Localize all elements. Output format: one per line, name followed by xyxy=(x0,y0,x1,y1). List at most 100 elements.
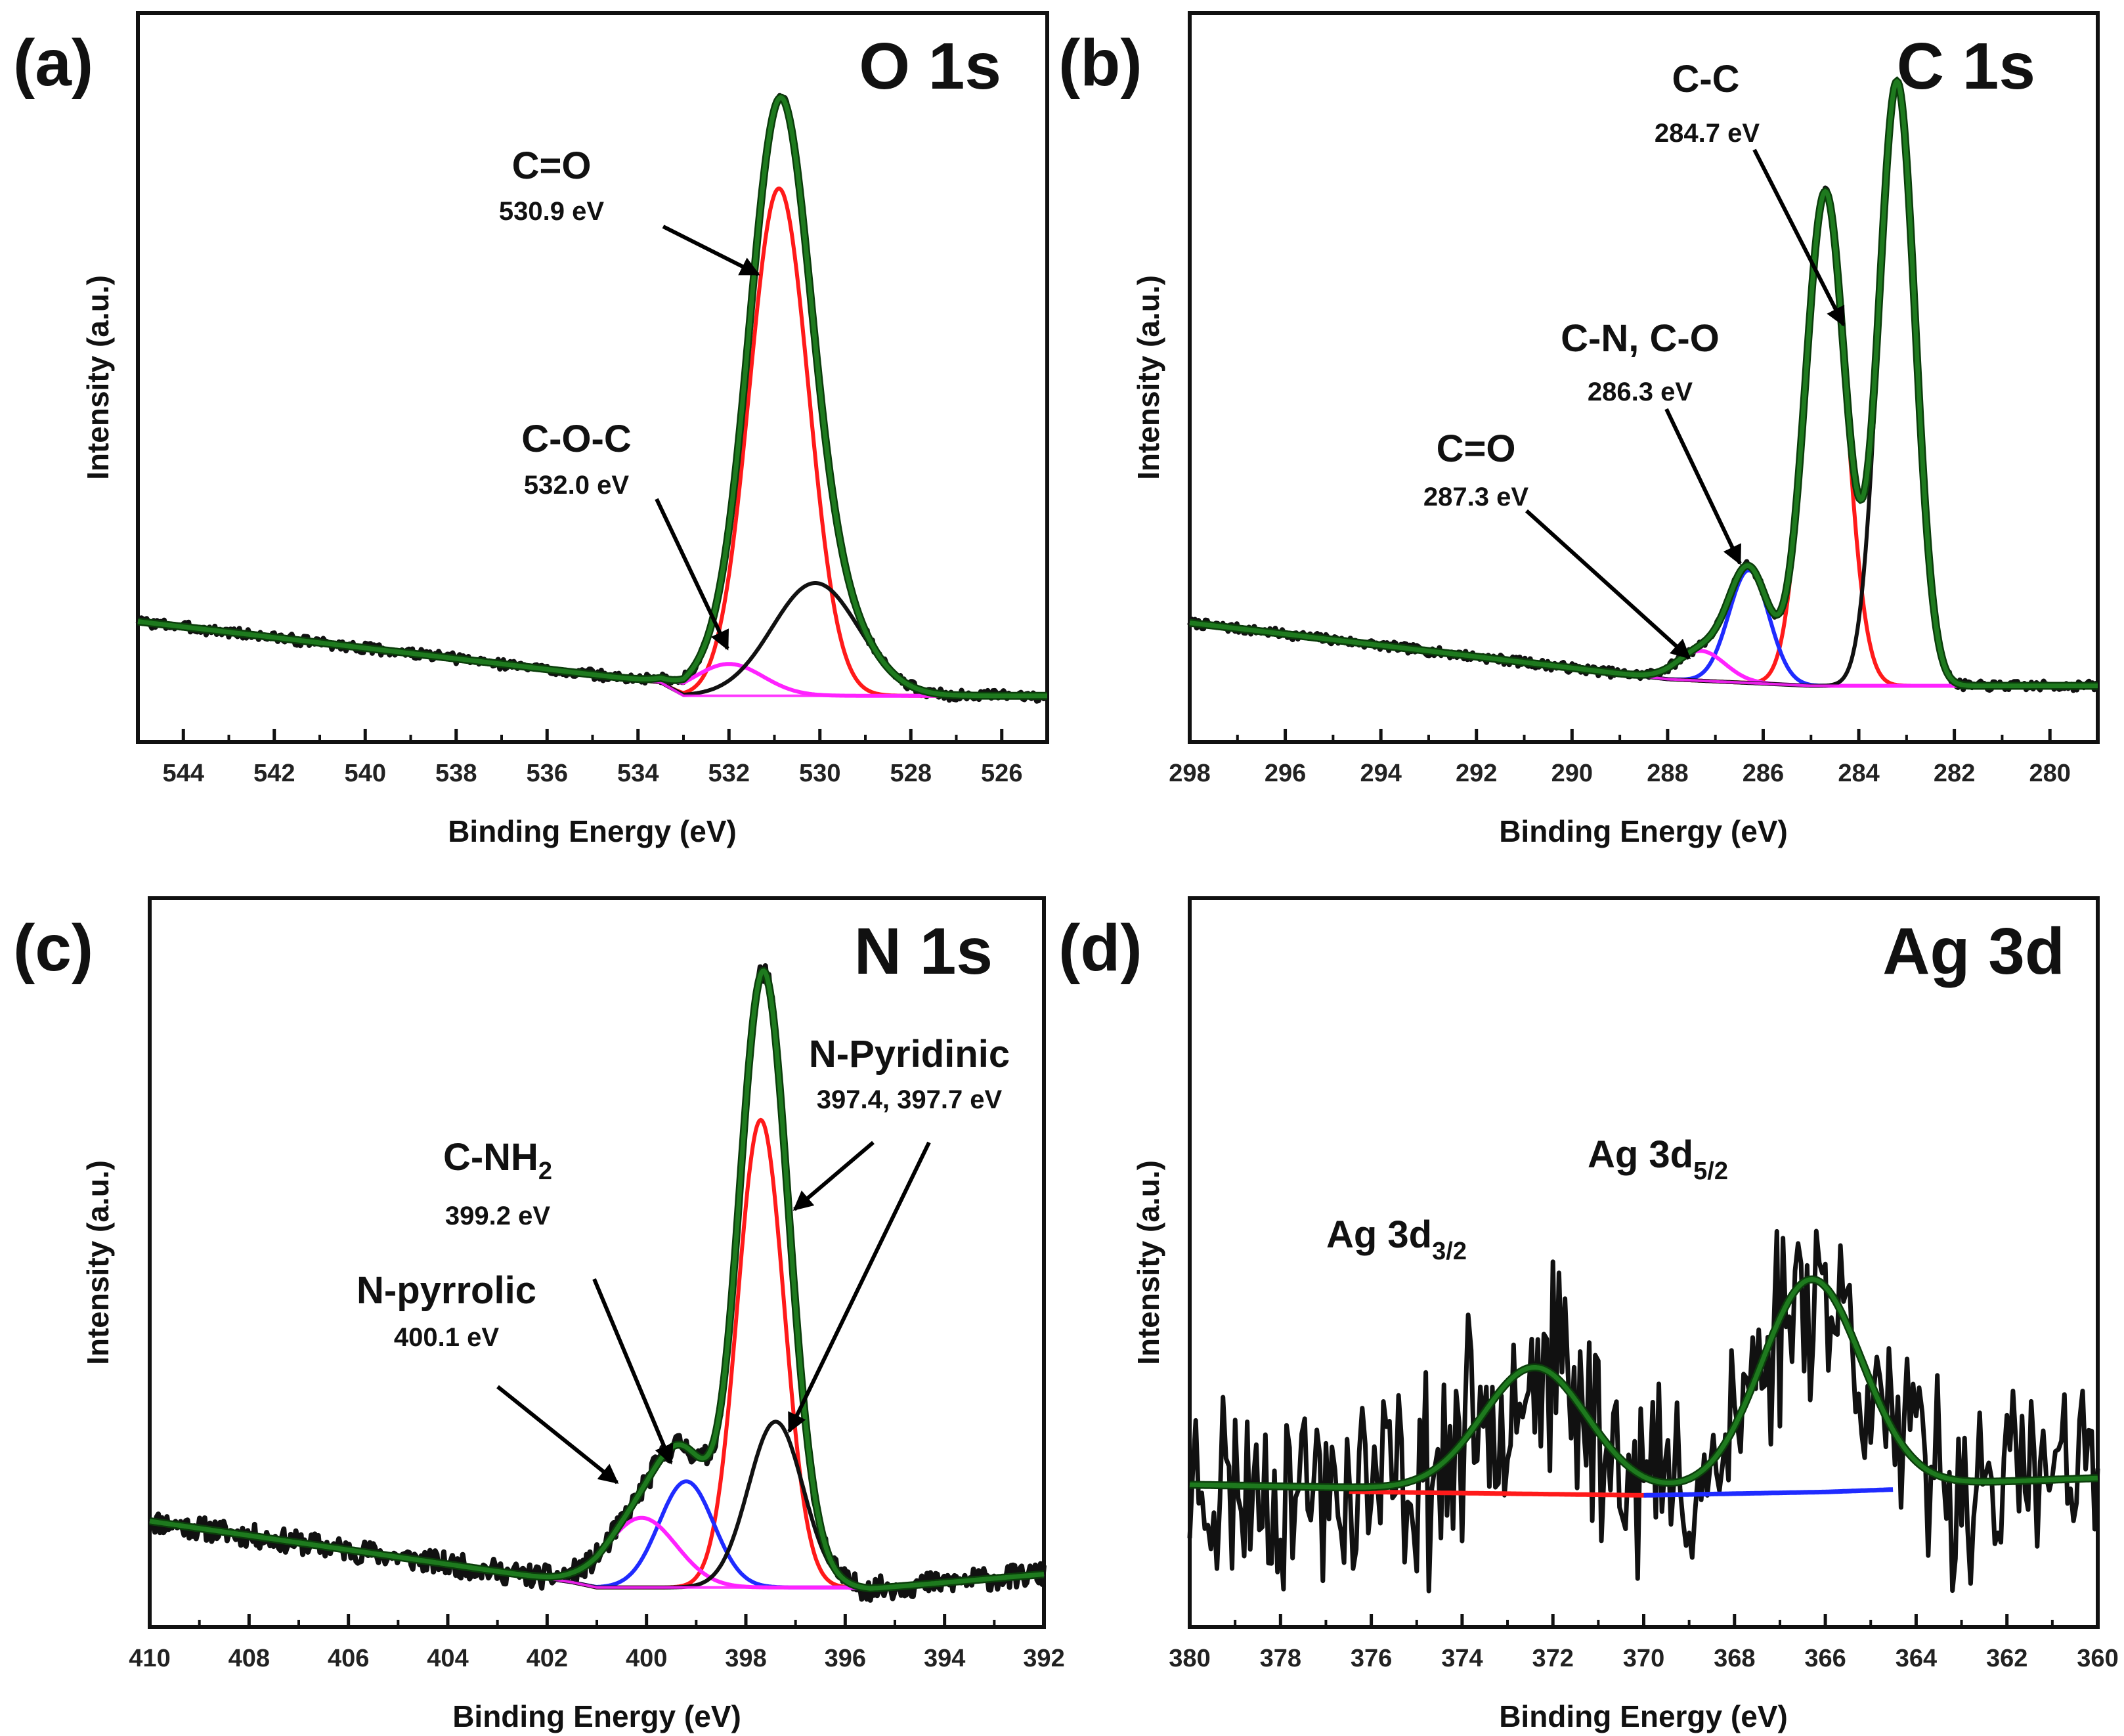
panel-c-ann-pyrrolic-energy: 400.1 eV xyxy=(394,1323,499,1352)
panel-a-arrow-coc xyxy=(655,498,729,651)
panel-c-tick-label: 392 xyxy=(1023,1645,1064,1672)
panel-d-x-ticks: 380 378 376 374 372 370 368 366 364 362 360 xyxy=(1169,1614,2119,1672)
panel-a-tick-label: 540 xyxy=(345,760,386,787)
panel-b: (b) C 1s 298 296 294 292 290 288 286 284 282 280 … xyxy=(1058,11,2100,848)
panel-b-tick-label: 290 xyxy=(1551,760,1593,787)
panel-b-tick-label: 298 xyxy=(1169,760,1210,787)
panel-c-frame xyxy=(148,896,1046,1629)
panel-d-x-label: Binding Energy (eV) xyxy=(1499,1699,1788,1733)
panel-a-arrow-co xyxy=(662,225,760,276)
panel-a-label: (a) xyxy=(13,26,93,100)
panel-c-tick-label: 406 xyxy=(328,1645,369,1672)
panel-b-arrow-cnco xyxy=(1664,408,1742,565)
panel-b-tick-label: 292 xyxy=(1456,760,1497,787)
panel-b-arrow-cc xyxy=(1752,148,1846,327)
panel-b-x-ticks: 298 296 294 292 290 288 286 284 282 280 xyxy=(1169,729,2071,787)
panel-c: (c) N 1s 410 408 406 404 402 400 398 396 394 392 … xyxy=(13,896,1065,1733)
panel-c-arrow-pyridinic-a xyxy=(792,1140,875,1211)
panel-c-envelope xyxy=(149,968,1045,1591)
panel-d-baseline-red xyxy=(1349,1489,1666,1498)
panel-c-tick-label: 398 xyxy=(725,1645,766,1672)
panel-c-tick-label: 410 xyxy=(129,1645,170,1672)
panel-c-arrow-pyrrolic xyxy=(496,1385,619,1485)
panel-b-tick-label: 288 xyxy=(1647,760,1688,787)
panel-d-ann-3d52-main: Ag 3d xyxy=(1588,1133,1693,1176)
panel-d-label: (d) xyxy=(1058,911,1142,985)
panel-c-ann-cnh2-energy: 399.2 eV xyxy=(445,1202,550,1230)
panel-a: (a) O 1s 544 542 540 538 536 534 532 530 528 526 … xyxy=(13,11,1049,848)
panel-d-raw-spectrum xyxy=(1187,1228,2100,1594)
panel-d-ann-3d52: Ag 3d5/2 xyxy=(1588,1133,1728,1185)
panel-d-tick-label: 376 xyxy=(1351,1645,1392,1672)
panel-d-tick-label: 378 xyxy=(1260,1645,1301,1672)
panel-c-fit-component-3 xyxy=(149,1420,1045,1591)
panel-a-ann-coc-name: C-O-C xyxy=(521,418,632,460)
panel-c-ann-cnh2-name: C-NH2 xyxy=(443,1136,552,1185)
panel-c-ann-pyridinic-energy: 397.4, 397.7 eV xyxy=(817,1085,1003,1114)
panel-b-tick-label: 294 xyxy=(1360,760,1401,787)
panel-c-ann-cnh2-sub: 2 xyxy=(538,1158,552,1185)
panel-c-tick-label: 400 xyxy=(626,1645,667,1672)
panel-b-y-label: Intensity (a.u.) xyxy=(1131,275,1165,480)
panel-d-y-label: Intensity (a.u.) xyxy=(1131,1160,1165,1365)
panel-c-arrow-cnh2 xyxy=(592,1278,674,1465)
panel-a-tick-label: 536 xyxy=(527,760,568,787)
panel-c-ann-pyridinic-name: N-Pyridinic xyxy=(809,1033,1010,1075)
panel-c-ann-cnh2-main: C-NH xyxy=(443,1136,538,1179)
panel-c-ann-pyrrolic-name: N-pyrrolic xyxy=(357,1269,536,1312)
panel-b-arrow-co xyxy=(1525,509,1691,660)
panel-b-ann-cnco-name: C-N, C-O xyxy=(1561,317,1720,360)
panel-d-ann-3d32-sub: 3/2 xyxy=(1432,1238,1467,1265)
panel-b-tick-label: 296 xyxy=(1265,760,1306,787)
panel-d-tick-label: 360 xyxy=(2077,1645,2118,1672)
panel-d-tick-label: 362 xyxy=(1986,1645,2027,1672)
panel-a-ann-co-name: C=O xyxy=(512,144,592,187)
panel-b-tick-label: 284 xyxy=(1838,760,1879,787)
panel-c-arrow-pyridinic-b xyxy=(787,1141,931,1433)
panel-b-fit-c-c xyxy=(1189,189,2098,688)
panel-b-tick-label: 286 xyxy=(1743,760,1784,787)
panel-a-envelope-edge xyxy=(137,93,1047,700)
panel-b-x-label: Binding Energy (eV) xyxy=(1499,814,1788,848)
panel-a-tick-label: 526 xyxy=(981,760,1022,787)
panel-c-y-label: Intensity (a.u.) xyxy=(81,1160,115,1365)
panel-c-title: N 1s xyxy=(854,915,993,988)
panel-c-fit-n-pyridinic xyxy=(149,1118,1045,1591)
panel-d-ann-3d32-main: Ag 3d xyxy=(1326,1213,1432,1256)
panel-b-label: (b) xyxy=(1058,26,1142,100)
panel-a-ann-coc-energy: 532.0 eV xyxy=(524,471,629,500)
panel-d-envelope xyxy=(1189,1276,2098,1490)
panel-b-frame xyxy=(1188,11,2100,744)
panel-c-tick-label: 394 xyxy=(924,1645,965,1672)
panel-a-raw-spectrum xyxy=(135,93,1049,704)
panel-d-tick-label: 372 xyxy=(1532,1645,1573,1672)
panel-a-plot xyxy=(135,93,1049,704)
panel-b-ann-cc-energy: 284.7 eV xyxy=(1655,119,1760,148)
panel-d-title: Ag 3d xyxy=(1882,915,2065,988)
panel-b-tick-label: 280 xyxy=(2029,760,2071,787)
panel-a-tick-label: 544 xyxy=(163,760,204,787)
panel-a-tick-label: 530 xyxy=(799,760,840,787)
panel-b-title: C 1s xyxy=(1897,30,2035,103)
panel-a-title: O 1s xyxy=(859,30,1001,103)
panel-c-tick-label: 402 xyxy=(527,1645,568,1672)
panel-a-tick-label: 534 xyxy=(617,760,659,787)
panel-d-tick-label: 380 xyxy=(1169,1645,1210,1672)
panel-c-tick-label: 396 xyxy=(825,1645,866,1672)
panel-a-x-label: Binding Energy (eV) xyxy=(448,814,737,848)
panel-d-tick-label: 364 xyxy=(1896,1645,1937,1672)
panel-a-tick-label: 542 xyxy=(253,760,295,787)
panel-d-baseline-blue xyxy=(1643,1487,1894,1498)
panel-b-tick-label: 282 xyxy=(1934,760,1975,787)
panel-a-tick-label: 532 xyxy=(708,760,750,787)
panel-d-tick-label: 374 xyxy=(1441,1645,1483,1672)
panel-b-ann-co-name: C=O xyxy=(1437,427,1516,470)
panel-d-tick-label: 368 xyxy=(1714,1645,1755,1672)
panel-b-plot xyxy=(1187,76,2099,693)
panel-d-ann-3d32: Ag 3d3/2 xyxy=(1326,1213,1467,1265)
panel-c-tick-label: 404 xyxy=(427,1645,468,1672)
panel-b-ann-cc-name: C-C xyxy=(1672,58,1739,100)
panel-c-tick-label: 408 xyxy=(228,1645,270,1672)
panel-a-y-label: Intensity (a.u.) xyxy=(81,275,115,480)
